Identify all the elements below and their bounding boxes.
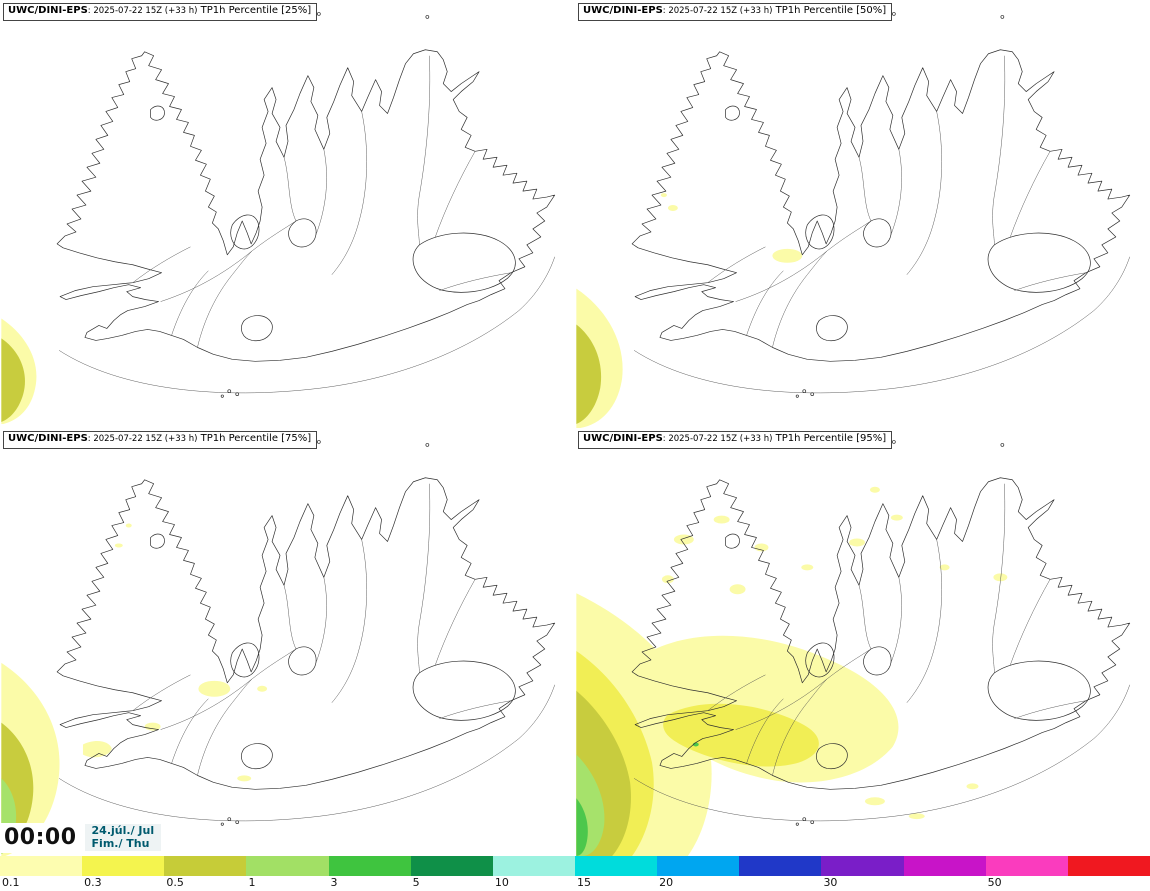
iceland-map-25pct <box>1 12 556 425</box>
valid-time-footer: 00:00 24.júl./ Jul Fim./ Thu <box>0 823 172 854</box>
map-panel-25pct: UWC/DINI-EPS: 2025-07-22 15Z (+33 h) TP1… <box>0 0 575 428</box>
panel-title-50pct: UWC/DINI-EPS: 2025-07-22 15Z (+33 h) TP1… <box>578 3 893 21</box>
iceland-map-50pct <box>576 12 1131 428</box>
panel-title-95pct: UWC/DINI-EPS: 2025-07-22 15Z (+33 h) TP1… <box>578 431 893 449</box>
precip-patches-95pct <box>576 486 1008 856</box>
parameter-label: TP1h Percentile [50%] <box>772 5 887 16</box>
colorbar-tick-label: 10 <box>494 876 509 889</box>
colorbar-tick-label: 15 <box>577 876 591 889</box>
colorbar-tick-label: 50 <box>987 876 1002 889</box>
run-info: : 2025-07-22 15Z (+33 h) <box>87 434 198 444</box>
colorbar-segment <box>82 856 165 876</box>
colorbar-segment <box>164 856 247 876</box>
colorbar-segment <box>739 856 822 876</box>
model-name: UWC/DINI-EPS <box>8 5 88 16</box>
colorbar-tick-label: 3 <box>330 876 338 889</box>
valid-date-secondary: Fim./ Thu <box>91 836 150 850</box>
colorbar-segment <box>328 856 411 876</box>
map-panel-75pct: UWC/DINI-EPS: 2025-07-22 15Z (+33 h) TP1… <box>0 428 575 856</box>
iceland-map-95pct <box>576 440 1131 856</box>
colorbar-segment <box>1067 856 1150 876</box>
colorbar-tick-label: 0.1 <box>2 876 20 889</box>
valid-time: 00:00 <box>4 825 77 851</box>
colorbar-segment <box>492 856 575 876</box>
colorbar-tick-label: 20 <box>659 876 674 889</box>
colorbar-segment <box>246 856 329 876</box>
colorbar-segment <box>410 856 493 876</box>
colorbar-segment <box>821 856 904 876</box>
map-panel-95pct: UWC/DINI-EPS: 2025-07-22 15Z (+33 h) TP1… <box>575 428 1150 856</box>
run-info: : 2025-07-22 15Z (+33 h) <box>662 6 773 16</box>
precip-patches-50pct <box>576 193 803 428</box>
run-info: : 2025-07-22 15Z (+33 h) <box>662 434 773 444</box>
model-name: UWC/DINI-EPS <box>583 433 663 444</box>
precip-patches-75pct <box>1 523 268 856</box>
colorbar-segment <box>985 856 1068 876</box>
colorbar-band <box>0 856 1150 876</box>
model-name: UWC/DINI-EPS <box>583 5 663 16</box>
panel-title-25pct: UWC/DINI-EPS: 2025-07-22 15Z (+33 h) TP1… <box>3 3 318 21</box>
panel-title-75pct: UWC/DINI-EPS: 2025-07-22 15Z (+33 h) TP1… <box>3 431 318 449</box>
precip-colorbar: 0.1 0.3 0.5 1 3 5 10 15 20 30 50 <box>0 856 1150 891</box>
colorbar-tick-label: 0.5 <box>166 876 184 889</box>
precip-patches-25pct <box>1 318 37 425</box>
parameter-label: TP1h Percentile [95%] <box>772 433 887 444</box>
colorbar-tick-label: 0.3 <box>84 876 102 889</box>
colorbar-ticks: 0.1 0.3 0.5 1 3 5 10 15 20 30 50 <box>0 876 1150 891</box>
model-name: UWC/DINI-EPS <box>8 433 88 444</box>
parameter-label: TP1h Percentile [75%] <box>197 433 312 444</box>
colorbar-segment <box>574 856 658 876</box>
valid-date-primary: 24.júl./ Jul <box>91 824 155 837</box>
map-panel-50pct: UWC/DINI-EPS: 2025-07-22 15Z (+33 h) TP1… <box>575 0 1150 428</box>
parameter-label: TP1h Percentile [25%] <box>197 5 312 16</box>
colorbar-segment <box>0 856 83 876</box>
run-info: : 2025-07-22 15Z (+33 h) <box>87 6 198 16</box>
iceland-map-75pct <box>1 440 556 856</box>
valid-date: 24.júl./ Jul Fim./ Thu <box>84 824 162 852</box>
colorbar-segment <box>903 856 986 876</box>
colorbar-tick-label: 5 <box>412 876 420 889</box>
colorbar-segment <box>657 856 740 876</box>
colorbar-tick-label: 30 <box>823 876 838 889</box>
colorbar-tick-label: 1 <box>248 876 256 889</box>
